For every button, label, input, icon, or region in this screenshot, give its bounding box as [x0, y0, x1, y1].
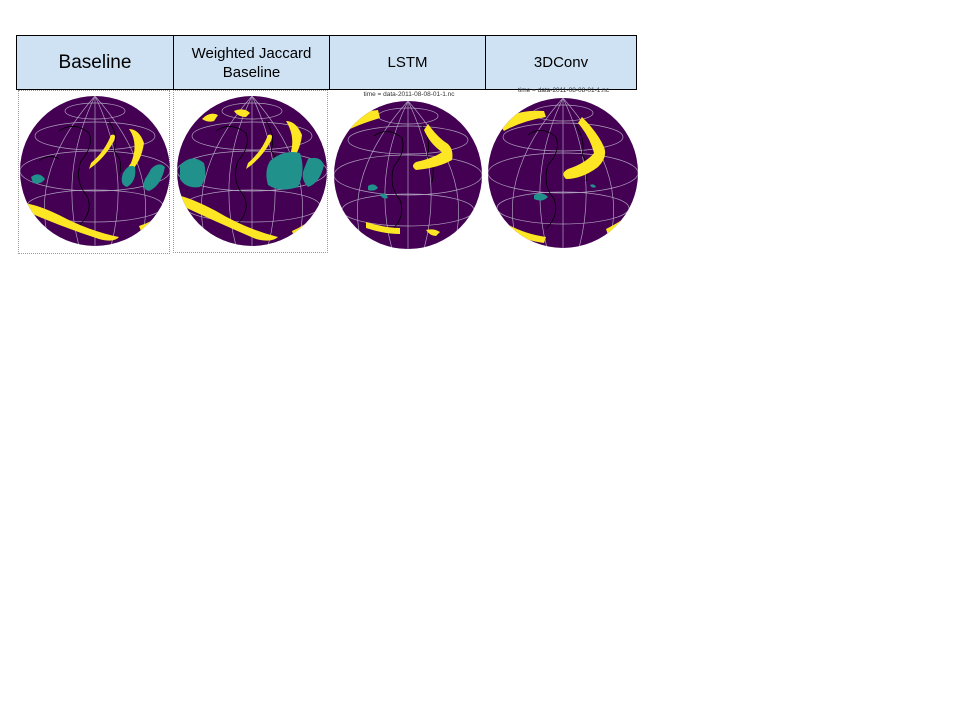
globe-lstm	[334, 101, 482, 249]
panel-weighted-jaccard	[173, 90, 328, 253]
header-3dconv-label: 3DConv	[533, 54, 589, 71]
header-weighted-jaccard-label: Weighted Jaccard Baseline	[191, 44, 312, 81]
panel-baseline	[18, 90, 170, 254]
panel-3dconv: time = data-2011-08-08-01-1.nc	[486, 87, 641, 252]
header-3dconv: 3DConv	[485, 35, 637, 90]
lstm-time-label: time = data-2011-08-08-01-1.nc	[363, 91, 455, 98]
header-baseline-label: Baseline	[58, 51, 132, 73]
header-baseline: Baseline	[16, 35, 174, 90]
header-lstm: LSTM	[329, 35, 486, 90]
globe-baseline	[20, 96, 170, 246]
header-lstm-label: LSTM	[387, 54, 428, 71]
3dconv-time-label: time = data-2011-08-08-01-1.nc	[517, 87, 610, 94]
globe-weighted-jaccard	[177, 96, 327, 246]
globe-3dconv	[488, 98, 638, 248]
header-row: Baseline Weighted Jaccard Baseline LSTM …	[16, 35, 638, 90]
header-weighted-jaccard: Weighted Jaccard Baseline	[173, 35, 330, 90]
panel-lstm: time = data-2011-08-08-01-1.nc	[330, 90, 488, 255]
